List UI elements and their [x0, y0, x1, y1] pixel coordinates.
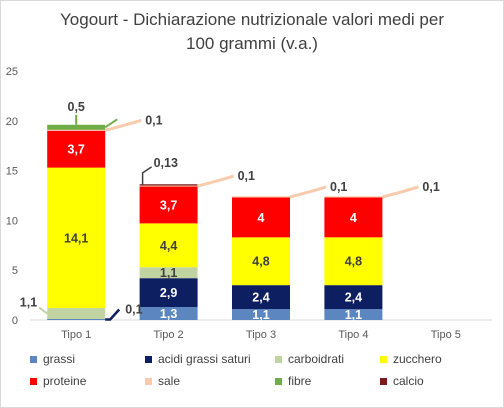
data-label: 2,9: [160, 286, 177, 300]
y-tick-label: 10: [6, 215, 18, 227]
bar-segment: [47, 167, 106, 309]
legend-item: zucchero: [380, 352, 442, 366]
bar-segment: [139, 307, 198, 320]
legend-item: calcio: [380, 374, 424, 388]
chart-title: Yogourt - Dichiarazione nutrizionale val…: [0, 8, 504, 56]
bar-segment: [232, 197, 290, 238]
bar-segment: [47, 318, 106, 320]
bar-segment: [232, 237, 290, 286]
data-label: 0,1: [145, 113, 162, 127]
bar-segment: [47, 130, 106, 168]
y-tick-label: 20: [6, 116, 18, 128]
legend-swatch: [275, 355, 282, 363]
data-label: 1,3: [160, 307, 177, 321]
y-tick-label: 0: [12, 315, 18, 327]
x-tick-label: Tipo 2: [154, 329, 184, 341]
x-tick-label: Tipo 1: [61, 329, 91, 341]
x-tick-label: Tipo 3: [246, 329, 276, 341]
bar-segment: [139, 184, 198, 186]
legend-swatch: [145, 355, 152, 363]
legend-label: acidi grassi saturi: [158, 352, 251, 366]
bar-segment: [139, 186, 198, 224]
chart-title-line-2: 100 grammi (v.a.): [186, 34, 318, 53]
legend-label: proteine: [43, 374, 87, 388]
legend-label: fibre: [288, 374, 312, 388]
data-label: 4: [350, 211, 357, 225]
legend-swatch: [380, 377, 387, 385]
data-label: 0,1: [330, 180, 347, 194]
callout-line: [105, 308, 121, 321]
callout-line: [289, 185, 327, 199]
bar-segment: [232, 285, 290, 310]
data-label: 3,7: [160, 198, 177, 212]
bar-segment: [139, 278, 198, 308]
x-tick-label: Tipo 5: [431, 329, 461, 341]
chart-title-line-1: Yogourt - Dichiarazione nutrizionale val…: [60, 10, 444, 29]
data-label: 0,1: [238, 169, 255, 183]
legend-item: carboidrati: [275, 352, 344, 366]
data-label: 4,8: [345, 255, 362, 269]
data-label: 3,7: [68, 143, 85, 157]
x-tick-label: Tipo 4: [338, 329, 368, 341]
legend-label: zucchero: [393, 352, 442, 366]
bar-segment: [47, 129, 106, 131]
data-label: 2,4: [252, 291, 269, 305]
bar-segment: [139, 185, 198, 187]
bar-segment: [324, 196, 383, 198]
callout-line: [104, 118, 118, 129]
callout-line: [197, 174, 235, 188]
data-label: 4,4: [160, 239, 177, 253]
legend-swatch: [380, 355, 387, 363]
legend-item: fibre: [275, 374, 311, 388]
data-label: 4,8: [252, 255, 269, 269]
legend-item: sale: [145, 374, 180, 388]
bar-segment: [139, 223, 198, 268]
data-label: 14,1: [64, 231, 88, 245]
y-tick-label: 15: [6, 166, 18, 178]
bar-segment: [324, 197, 383, 238]
y-tick-label: 25: [6, 66, 18, 78]
bar-segment: [324, 285, 383, 310]
data-label: 1,1: [160, 266, 177, 280]
callout-line: [382, 185, 419, 199]
callout-line: [104, 118, 142, 132]
legend-swatch: [275, 377, 282, 385]
data-label: 1,1: [345, 308, 362, 322]
bar-segment: [47, 124, 106, 130]
data-label: 0,5: [68, 100, 85, 114]
legend-swatch: [30, 355, 37, 363]
legend-label: calcio: [393, 374, 424, 388]
data-label: 0,13: [154, 156, 178, 170]
legend-item: proteine: [30, 374, 86, 388]
data-label: 4: [258, 211, 265, 225]
legend-item: grassi: [30, 352, 75, 366]
legend-label: carboidrati: [288, 352, 345, 366]
bar-segment: [324, 237, 383, 286]
legend-swatch: [30, 377, 37, 385]
callout-line: [38, 306, 48, 315]
data-label: 1,1: [20, 296, 37, 310]
data-label: 1,1: [252, 308, 269, 322]
legend-label: grassi: [43, 352, 76, 366]
data-label: 0,1: [422, 180, 439, 194]
bar-segment: [232, 309, 290, 320]
bar-segment: [47, 308, 106, 320]
legend-swatch: [145, 377, 152, 385]
y-tick-label: 5: [12, 265, 18, 277]
bar-segment: [232, 196, 290, 198]
callout-line: [141, 166, 153, 185]
legend-label: sale: [158, 374, 181, 388]
bar-segment: [324, 309, 383, 320]
data-label: 0,1: [125, 303, 142, 317]
data-label: 2,4: [345, 291, 362, 305]
legend-item: acidi grassi saturi: [145, 352, 251, 366]
bar-segment: [139, 267, 198, 279]
